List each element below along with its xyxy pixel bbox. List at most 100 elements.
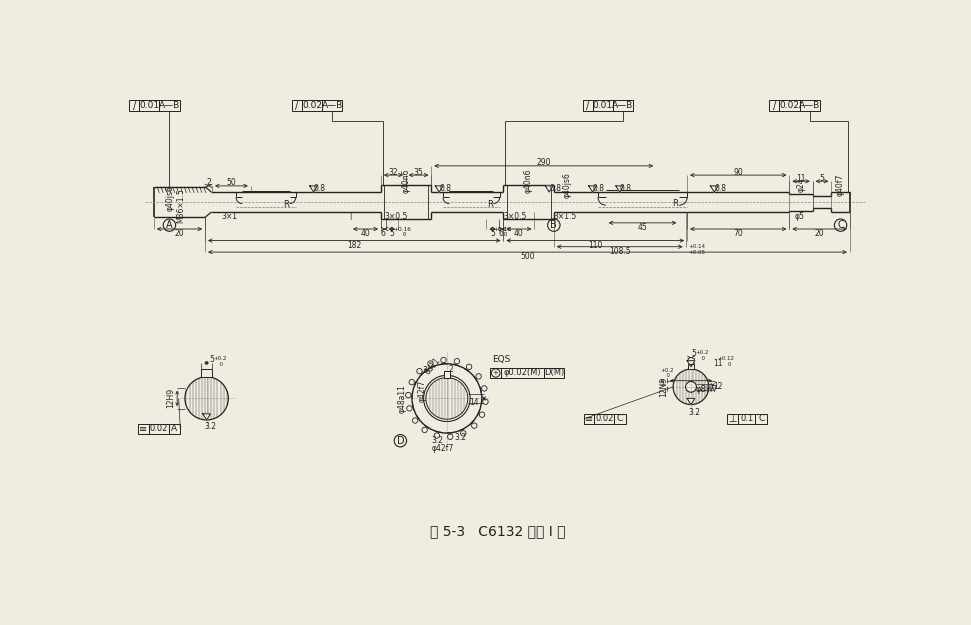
Bar [769, 101, 780, 111]
Text: 20: 20 [815, 229, 824, 238]
Text: 14: 14 [469, 398, 479, 407]
Circle shape [413, 418, 418, 423]
Polygon shape [687, 361, 695, 367]
Text: 图 5-3   C6132 车床 I 轴: 图 5-3 C6132 车床 I 轴 [429, 524, 565, 538]
Text: |: | [349, 213, 352, 220]
Circle shape [480, 412, 485, 418]
Text: 50: 50 [226, 178, 236, 187]
Text: B: B [551, 220, 557, 230]
Text: 11: 11 [796, 174, 806, 182]
Bar [139, 424, 149, 434]
Polygon shape [435, 186, 443, 192]
Bar [501, 368, 544, 378]
Bar [490, 368, 501, 378]
Text: C: C [758, 414, 764, 423]
Text: 182: 182 [348, 241, 361, 249]
Text: /: / [773, 101, 776, 111]
Circle shape [441, 357, 447, 362]
Bar [613, 101, 633, 111]
Bar [292, 101, 302, 111]
Text: φ40js6: φ40js6 [562, 172, 572, 198]
Circle shape [434, 433, 440, 438]
Bar [687, 364, 694, 369]
Bar [129, 101, 139, 111]
Text: C: C [617, 414, 623, 423]
Circle shape [476, 374, 482, 379]
Text: 3: 3 [422, 366, 427, 375]
Circle shape [482, 386, 487, 391]
Text: 108.5: 108.5 [609, 247, 630, 256]
Bar [322, 101, 342, 111]
Text: 40: 40 [360, 229, 370, 238]
Polygon shape [546, 186, 553, 192]
Bar [594, 414, 615, 424]
Bar [583, 101, 592, 111]
Text: D(M): D(M) [544, 369, 564, 378]
Text: 0.01: 0.01 [592, 101, 613, 110]
Bar [727, 414, 738, 424]
Text: 35: 35 [414, 168, 423, 176]
Text: EQS: EQS [492, 356, 511, 364]
Text: 3.2: 3.2 [688, 408, 701, 417]
Text: 5: 5 [490, 229, 495, 238]
Text: 11: 11 [714, 359, 722, 368]
Polygon shape [588, 186, 596, 192]
Text: 12N9: 12N9 [659, 377, 668, 397]
Circle shape [428, 361, 433, 366]
Text: 3.2: 3.2 [205, 422, 217, 431]
Polygon shape [687, 398, 695, 404]
Text: 0.1: 0.1 [740, 414, 753, 423]
Text: 110: 110 [588, 241, 602, 249]
Text: 6: 6 [499, 229, 504, 238]
Circle shape [407, 406, 412, 411]
Text: 0.8: 0.8 [592, 184, 605, 194]
Text: 2: 2 [449, 364, 453, 374]
Text: C: C [837, 220, 844, 230]
Text: /: / [295, 101, 298, 111]
Bar [159, 101, 180, 111]
Text: 3×1.5: 3×1.5 [553, 212, 577, 221]
Text: A—B: A—B [159, 101, 180, 110]
Bar [780, 101, 799, 111]
Text: 3.2: 3.2 [431, 436, 444, 445]
Text: 5: 5 [210, 356, 215, 364]
Text: +0.2
  0: +0.2 0 [660, 368, 674, 378]
Bar [544, 368, 564, 378]
Text: φ42f7: φ42f7 [432, 444, 454, 453]
Text: 3×0.5: 3×0.5 [385, 212, 408, 221]
Text: +0.14
+0.05: +0.14 +0.05 [687, 244, 705, 255]
Text: 0.02: 0.02 [302, 101, 322, 110]
Bar [139, 101, 159, 111]
Text: φ40js6: φ40js6 [166, 185, 175, 211]
Bar [444, 371, 450, 378]
Text: 70: 70 [733, 229, 743, 238]
Text: +0.16
   0: +0.16 0 [393, 227, 411, 238]
Circle shape [472, 423, 477, 428]
Text: 32: 32 [388, 168, 398, 176]
Bar [201, 369, 212, 377]
Text: 0.8: 0.8 [439, 184, 452, 194]
Text: +0.16
   0: +0.16 0 [493, 227, 512, 238]
Text: 0.02: 0.02 [150, 424, 168, 433]
Text: 0.01: 0.01 [139, 101, 159, 110]
Text: φ8H7: φ8H7 [696, 386, 719, 394]
Text: 2: 2 [206, 178, 211, 187]
Text: φ42f7: φ42f7 [418, 379, 426, 402]
Circle shape [422, 428, 427, 432]
Text: 5: 5 [820, 174, 824, 182]
Text: /: / [132, 101, 136, 111]
Text: /: / [586, 101, 589, 111]
Bar [738, 414, 755, 424]
Text: 290: 290 [537, 158, 551, 168]
Bar [169, 424, 181, 434]
Text: +0.12
    0: +0.12 0 [718, 356, 734, 367]
Text: 0.8: 0.8 [715, 184, 726, 194]
Text: 0.8: 0.8 [619, 184, 632, 194]
Text: 0.02: 0.02 [780, 101, 799, 110]
Text: φ5: φ5 [794, 212, 804, 221]
Polygon shape [310, 186, 318, 192]
Text: 8d11: 8d11 [423, 356, 443, 376]
Text: 5: 5 [659, 379, 664, 388]
Text: φ40n6: φ40n6 [523, 168, 533, 192]
Text: 12H9: 12H9 [166, 388, 176, 409]
